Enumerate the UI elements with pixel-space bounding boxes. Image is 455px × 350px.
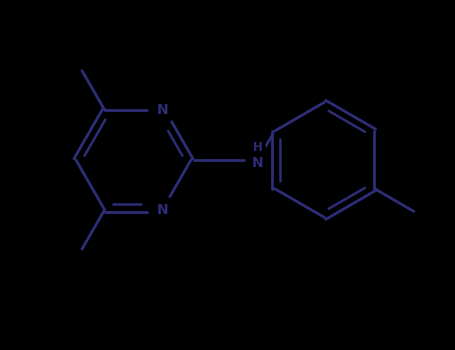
Circle shape [149, 97, 176, 123]
Text: N: N [252, 156, 263, 170]
Circle shape [250, 142, 266, 158]
Text: N: N [157, 103, 168, 117]
Circle shape [247, 154, 269, 176]
Text: N: N [157, 203, 168, 217]
Circle shape [149, 196, 176, 223]
Text: H: H [253, 141, 263, 154]
